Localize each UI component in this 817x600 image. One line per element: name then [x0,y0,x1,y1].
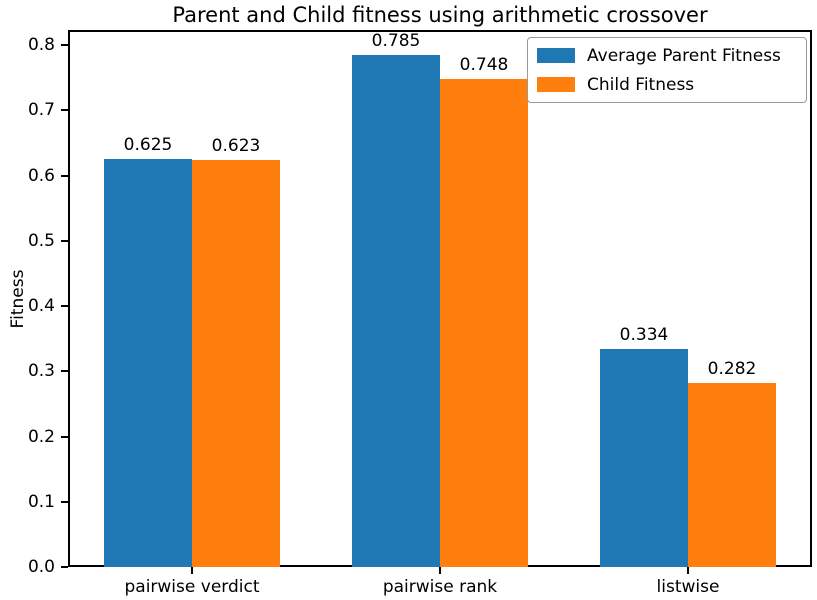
bar-value-label: 0.334 [619,325,669,346]
bar-value-label: 0.282 [707,358,757,379]
y-tick-label: 0.2 [27,426,55,447]
legend-row: Child Fitness [537,72,797,97]
x-tick-mark [191,567,193,574]
bar-value-label: 0.623 [211,136,261,157]
y-tick-label: 0.6 [27,165,55,186]
y-tick-mark [61,239,68,242]
y-tick-label: 0.3 [27,361,55,382]
bar-parent [104,159,192,567]
x-category-label: pairwise verdict [124,577,260,597]
y-tick-mark [61,500,68,503]
legend-label: Child Fitness [587,74,695,95]
legend-swatch-icon [537,48,575,63]
x-tick-mark [439,567,441,574]
y-tick-label: 0.1 [27,491,55,512]
legend-row: Average Parent Fitness [537,43,797,68]
bar-parent [600,349,688,567]
bar-child [440,78,528,567]
y-tick-mark [61,305,68,307]
bar-value-label: 0.748 [459,54,509,75]
x-tick-mark [687,567,689,574]
legend-swatch-icon [537,77,575,92]
y-tick-label: 0.5 [27,230,55,251]
y-tick-mark [61,566,68,568]
legend-label: Average Parent Fitness [587,45,781,66]
y-tick-mark [61,44,68,46]
bar-parent [352,54,440,567]
y-tick-mark [61,435,68,438]
y-tick-label: 0.0 [27,557,55,577]
y-tick-label: 0.4 [27,296,55,316]
bar-value-label: 0.625 [123,135,173,156]
x-category-label: pairwise rank [382,577,498,597]
y-tick-mark [61,174,68,177]
y-tick-label: 0.7 [27,100,55,121]
y-tick-label: 0.8 [27,35,55,55]
chart-title: Parent and Child fitness using arithmeti… [172,3,708,27]
y-tick-mark [61,370,68,373]
bar-value-label: 0.785 [371,30,421,51]
x-category-label: listwise [656,577,720,597]
bar-child [688,382,776,567]
y-tick-mark [61,109,68,112]
legend: Average Parent Fitness Child Fitness [527,37,807,103]
bar-child [192,160,280,567]
